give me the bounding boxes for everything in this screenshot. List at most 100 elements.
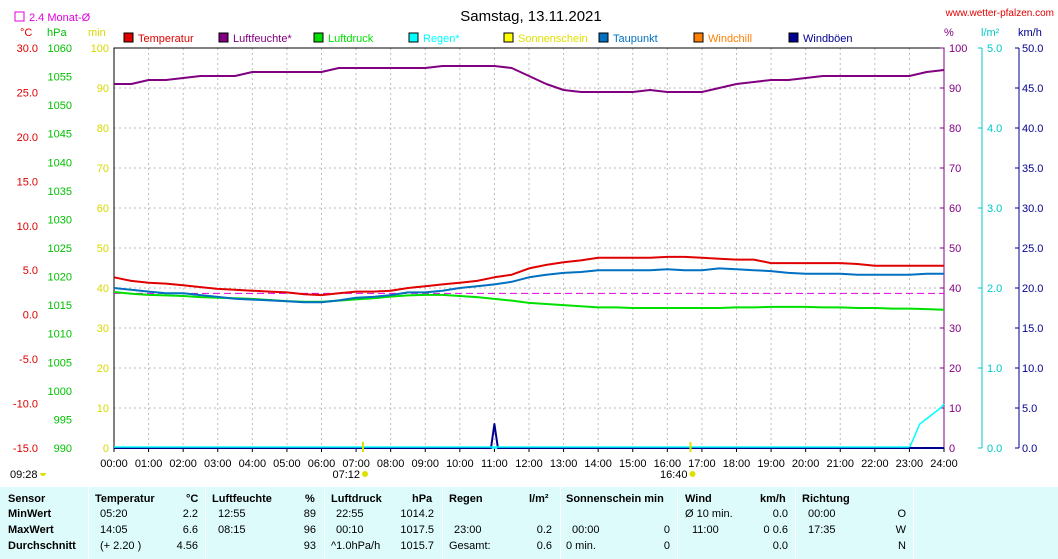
hum-min-time: 12:55 bbox=[218, 508, 246, 520]
x-tick-label: 17:00 bbox=[688, 458, 716, 470]
x-tick-label: 21:00 bbox=[826, 458, 854, 470]
stats-divider bbox=[324, 487, 325, 559]
stats-divider bbox=[913, 487, 914, 559]
axis-tick-min: 20 bbox=[97, 363, 109, 375]
rain-max-time: 23:00 bbox=[454, 524, 482, 536]
axis-tick-pct: 10 bbox=[949, 403, 961, 415]
axis-tick-hpa: 1015 bbox=[48, 300, 72, 312]
moon-label: 09:28 bbox=[10, 469, 38, 481]
unit-lm2: l/m² bbox=[981, 27, 1000, 39]
stats-header-luftfeuchte: Luftfeuchte bbox=[212, 493, 272, 505]
axis-tick-hpa: 1055 bbox=[48, 72, 72, 84]
axis-tick-temp: -15.0 bbox=[13, 443, 38, 455]
legend: Temperatur Luftfeuchte* Luftdruck Regen* Son… bbox=[123, 32, 853, 45]
x-tick-label: 03:00 bbox=[204, 458, 232, 470]
x-tick-label: 14:00 bbox=[584, 458, 612, 470]
legend-swatch bbox=[313, 32, 324, 43]
axis-tick-temp: 15.0 bbox=[17, 176, 38, 188]
axis-tick-temp: 5.0 bbox=[23, 265, 38, 277]
axis-tick-hpa: 1050 bbox=[48, 100, 72, 112]
rain-max-value: 0.2 bbox=[536, 524, 552, 536]
axis-tick-hpa: 1045 bbox=[48, 129, 72, 141]
axis-tick-kmh: 45.0 bbox=[1022, 83, 1043, 95]
press-min-time: 22:55 bbox=[336, 508, 364, 520]
x-tick-label: 15:00 bbox=[619, 458, 647, 470]
unit-pct: % bbox=[944, 27, 954, 39]
legend-swatch bbox=[788, 32, 799, 43]
x-tick-label: 13:00 bbox=[550, 458, 578, 470]
axis-tick-min: 80 bbox=[97, 123, 109, 135]
stats-header-celsius: °C bbox=[186, 493, 199, 505]
dir-max-time: 17:35 bbox=[808, 524, 836, 536]
moon-icon bbox=[40, 473, 46, 476]
x-tick-label: 08:00 bbox=[377, 458, 405, 470]
stats-divider bbox=[88, 487, 89, 559]
unit-temp: °C bbox=[20, 27, 32, 39]
axis-tick-lm2: 3.0 bbox=[987, 203, 1002, 215]
legend-swatch bbox=[408, 32, 419, 43]
weather-chart: Samstag, 13.11.2021 www.wetter-pfalzen.c… bbox=[10, 8, 1054, 481]
legend-label: Luftdruck bbox=[328, 33, 374, 45]
x-tick-label: 18:00 bbox=[723, 458, 751, 470]
legend-label: Regen* bbox=[423, 33, 460, 45]
axis-tick-hpa: 1005 bbox=[48, 357, 72, 369]
sun-marker-dot bbox=[689, 471, 696, 477]
series-line bbox=[114, 423, 944, 449]
stats-header-luftdruck: Luftdruck bbox=[331, 493, 382, 505]
wind-avg-value: 0.0 bbox=[772, 540, 788, 552]
x-tick-label: 04:00 bbox=[239, 458, 267, 470]
wind-min-value: 0.0 bbox=[772, 508, 788, 520]
hum-max-value: 96 bbox=[303, 524, 316, 536]
legend-swatch bbox=[123, 32, 134, 43]
stats-divider bbox=[795, 487, 796, 559]
sun-total-label: 0 min. bbox=[566, 540, 596, 552]
press-min-value: 1014.2 bbox=[400, 508, 434, 520]
axis-tick-kmh: 0.0 bbox=[1022, 443, 1037, 455]
press-max-value: 1017.5 bbox=[400, 524, 434, 536]
axis-tick-pct: 40 bbox=[949, 283, 961, 295]
axis-tick-kmh: 15.0 bbox=[1022, 323, 1043, 335]
legend-swatch bbox=[693, 32, 704, 43]
temp-max-time: 14:05 bbox=[100, 524, 128, 536]
legend-label: Sonnenschein bbox=[518, 33, 588, 45]
grid bbox=[114, 48, 944, 448]
axis-tick-hpa: 1000 bbox=[48, 386, 72, 398]
sun-markers: 07:12 16:40 09:28 bbox=[10, 442, 696, 481]
axis-tick-pct: 90 bbox=[949, 83, 961, 95]
sun-max-value: 0 bbox=[663, 524, 670, 536]
axis-tick-lm2: 5.0 bbox=[987, 43, 1002, 55]
press-avg-value: 1015.7 bbox=[400, 540, 434, 552]
month-avg-label: 2.4 Monat-Ø bbox=[29, 12, 91, 24]
series-line bbox=[113, 267, 944, 304]
stats-table: Sensor Temperatur °C Luftfeuchte % Luftd… bbox=[0, 487, 1058, 559]
sun-max-time: 00:00 bbox=[572, 524, 600, 536]
axis-tick-pct: 50 bbox=[949, 243, 961, 255]
axis-tick-hpa: 1035 bbox=[48, 186, 72, 198]
axis-tick-lm2: 1.0 bbox=[987, 363, 1002, 375]
x-tick-label: 05:00 bbox=[273, 458, 301, 470]
axis-tick-pct: 70 bbox=[949, 163, 961, 175]
stats-header-regen: Regen bbox=[449, 493, 483, 505]
site-link[interactable]: www.wetter-pfalzen.com bbox=[945, 8, 1054, 19]
hum-max-time: 08:15 bbox=[218, 524, 246, 536]
temp-min-value: 2.2 bbox=[182, 508, 198, 520]
dir-min-value: O bbox=[897, 508, 906, 520]
axis-tick-temp: 20.0 bbox=[17, 132, 38, 144]
axis-tick-min: 10 bbox=[97, 403, 109, 415]
stats-header-wind: Wind bbox=[685, 493, 712, 505]
x-tick-label: 00:00 bbox=[100, 458, 128, 470]
axis-tick-min: 60 bbox=[97, 203, 109, 215]
x-tick-label: 24:00 bbox=[930, 458, 958, 470]
x-tick-label: 20:00 bbox=[792, 458, 820, 470]
axis-tick-kmh: 25.0 bbox=[1022, 243, 1043, 255]
unit-kmh: km/h bbox=[1018, 27, 1042, 39]
axis-tick-lm2: 4.0 bbox=[987, 123, 1002, 135]
sun-marker-label: 16:40 bbox=[660, 469, 688, 481]
rain-total-label: Gesamt: bbox=[449, 540, 491, 552]
sun-total-value: 0 bbox=[663, 540, 670, 552]
legend-label: Taupunkt bbox=[613, 33, 658, 45]
sun-marker-label: 07:12 bbox=[332, 469, 360, 481]
legend-swatch bbox=[218, 32, 229, 43]
axis-tick-pct: 0 bbox=[949, 443, 955, 455]
axis-tick-hpa: 995 bbox=[54, 414, 72, 426]
